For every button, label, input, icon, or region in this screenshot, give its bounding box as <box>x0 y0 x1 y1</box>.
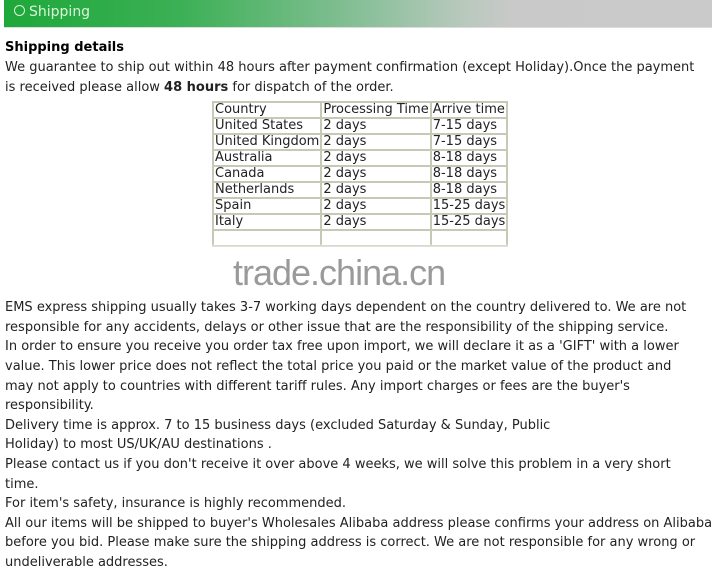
table-cell: 2 days <box>320 197 432 216</box>
section-banner: Shipping <box>4 0 712 28</box>
table-row: Canada 2 days 8-18 days <box>212 165 509 184</box>
paragraph-line: value. This lower price does not reflect… <box>5 358 672 374</box>
table-row: Spain 2 days 15-25 days <box>212 197 509 216</box>
paragraph-line: undeliverable addresses. <box>5 554 168 570</box>
table-cell: 7-15 days <box>429 133 509 152</box>
paragraph: Delivery time is approx. 7 to 15 busines… <box>5 416 714 455</box>
intro-text: is received please allow <box>5 79 165 95</box>
intro-line: is received please allow 48 hours for di… <box>5 78 714 98</box>
paragraph-line: Delivery time is approx. 7 to 15 busines… <box>5 417 551 433</box>
paragraph-line: may not apply to countries with differen… <box>5 378 630 394</box>
paragraph-line: EMS express shipping usually takes 3-7 w… <box>5 300 687 316</box>
table-cell: 15-25 days <box>429 213 509 232</box>
table-row-partial <box>212 229 509 248</box>
table-cell: Italy <box>212 213 323 232</box>
paragraph-line: All our items will be shipped to buyer's… <box>5 515 713 531</box>
table-cell: 8-18 days <box>429 165 509 184</box>
intro-bold: 48 hours <box>164 79 229 95</box>
banner-title: Shipping <box>14 4 90 20</box>
paragraph-line: In order to ensure you receive you order… <box>5 339 679 355</box>
paragraph: EMS express shipping usually takes 3-7 w… <box>5 298 714 337</box>
paragraph-line: time. <box>5 476 39 492</box>
intro-text: for dispatch of the order. <box>228 79 394 95</box>
table-row: United Kingdom 2 days 7-15 days <box>212 133 509 152</box>
table-cell: 15-25 days <box>429 197 509 216</box>
shipping-table-wrap: Country Processing Time Arrive time United … <box>212 101 512 252</box>
table-row: Australia 2 days 8-18 days <box>212 149 509 168</box>
table-row: United States 2 days 7-15 days <box>212 117 509 136</box>
shipping-paragraphs: EMS express shipping usually takes 3-7 w… <box>5 298 714 572</box>
paragraph-line: For item's safety, insurance is highly r… <box>5 496 347 512</box>
table-header-row: Country Processing Time Arrive time <box>212 101 509 120</box>
paragraph: For item's safety, insurance is highly r… <box>5 494 714 514</box>
table-header-cell: Processing Time <box>320 101 432 120</box>
paragraph-line: before you bid. Please make sure the shi… <box>5 535 696 551</box>
table-cell: 2 days <box>320 117 432 136</box>
paragraph-line: responsible for any accidents, delays or… <box>5 319 669 335</box>
table-row: Italy 2 days 15-25 days <box>212 213 509 232</box>
table-cell: Canada <box>212 165 323 184</box>
fade <box>212 243 512 252</box>
paragraph-line: Please contact us if you don't receive i… <box>5 456 671 472</box>
shipping-content: Shipping details We guarantee to ship ou… <box>5 38 714 573</box>
circle-icon <box>14 5 25 16</box>
table-cell: 2 days <box>320 149 432 168</box>
paragraph: In order to ensure you receive you order… <box>5 337 714 415</box>
table-cell: Australia <box>212 149 323 168</box>
table-cell: 8-18 days <box>429 149 509 168</box>
paragraph: All our items will be shipped to buyer's… <box>5 514 714 573</box>
table-cell: 2 days <box>320 213 432 232</box>
table-cell: 2 days <box>320 165 432 184</box>
table-row: Netherlands 2 days 8-18 days <box>212 181 509 200</box>
table-cell: 8-18 days <box>429 181 509 200</box>
table-cell: Spain <box>212 197 323 216</box>
table-cell: United States <box>212 117 323 136</box>
table-header-cell: Country <box>212 101 323 120</box>
table-header-cell: Arrive time <box>429 101 509 120</box>
watermark: trade.china.cn <box>233 252 446 293</box>
table-cell: 2 days <box>320 133 432 152</box>
shipping-table: Country Processing Time Arrive time United … <box>212 101 509 248</box>
paragraph: Please contact us if you don't receive i… <box>5 455 714 494</box>
paragraph-line: responsibility. <box>5 398 94 414</box>
table-cell: United Kingdom <box>212 133 323 152</box>
banner-title-text: Shipping <box>29 4 91 20</box>
paragraph-line: Holiday) to most US/UK/AU destinations . <box>5 437 272 453</box>
intro-line: We guarantee to ship out within 48 hours… <box>5 60 695 75</box>
section-heading: Shipping details <box>5 40 124 55</box>
table-cell: 2 days <box>320 181 432 200</box>
table-cell: Netherlands <box>212 181 323 200</box>
table-cell: 7-15 days <box>429 117 509 136</box>
